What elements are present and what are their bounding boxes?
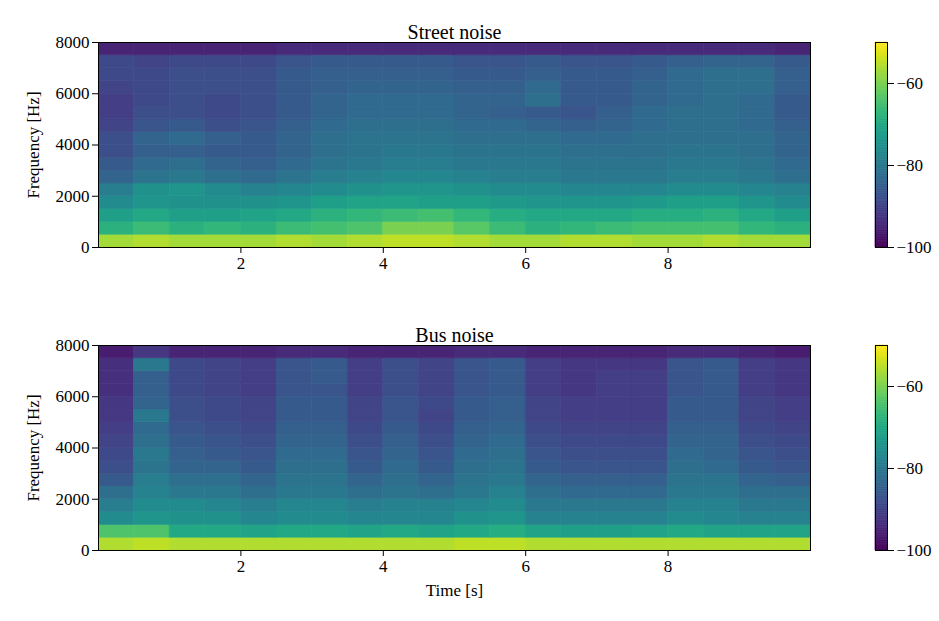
svg-text:4: 4 [379,254,388,273]
svg-text:8000: 8000 [56,336,90,355]
svg-text:4000: 4000 [56,135,90,154]
svg-text:−100: −100 [897,238,932,257]
svg-text:Bus noise: Bus noise [415,324,493,346]
svg-text:4: 4 [379,557,388,576]
svg-text:2: 2 [237,557,246,576]
svg-text:0: 0 [81,238,90,257]
svg-text:−80: −80 [897,459,924,478]
svg-text:−60: −60 [897,377,924,396]
svg-text:−100: −100 [897,541,932,560]
svg-text:8000: 8000 [56,33,90,52]
svg-text:2: 2 [237,254,246,273]
svg-text:−80: −80 [897,156,924,175]
svg-text:2000: 2000 [56,490,90,509]
svg-text:−60: −60 [897,74,924,93]
svg-text:Time [s]: Time [s] [426,581,483,600]
svg-text:6: 6 [521,254,530,273]
svg-text:2000: 2000 [56,187,90,206]
svg-text:6: 6 [521,557,530,576]
svg-text:0: 0 [81,541,90,560]
svg-text:8: 8 [664,557,673,576]
svg-text:6000: 6000 [56,84,90,103]
svg-text:4000: 4000 [56,438,90,457]
svg-text:Frequency [Hz]: Frequency [Hz] [24,91,43,198]
svg-text:Frequency [Hz]: Frequency [Hz] [24,394,43,501]
svg-text:8: 8 [664,254,673,273]
svg-text:6000: 6000 [56,387,90,406]
svg-text:Street noise: Street noise [408,21,502,43]
